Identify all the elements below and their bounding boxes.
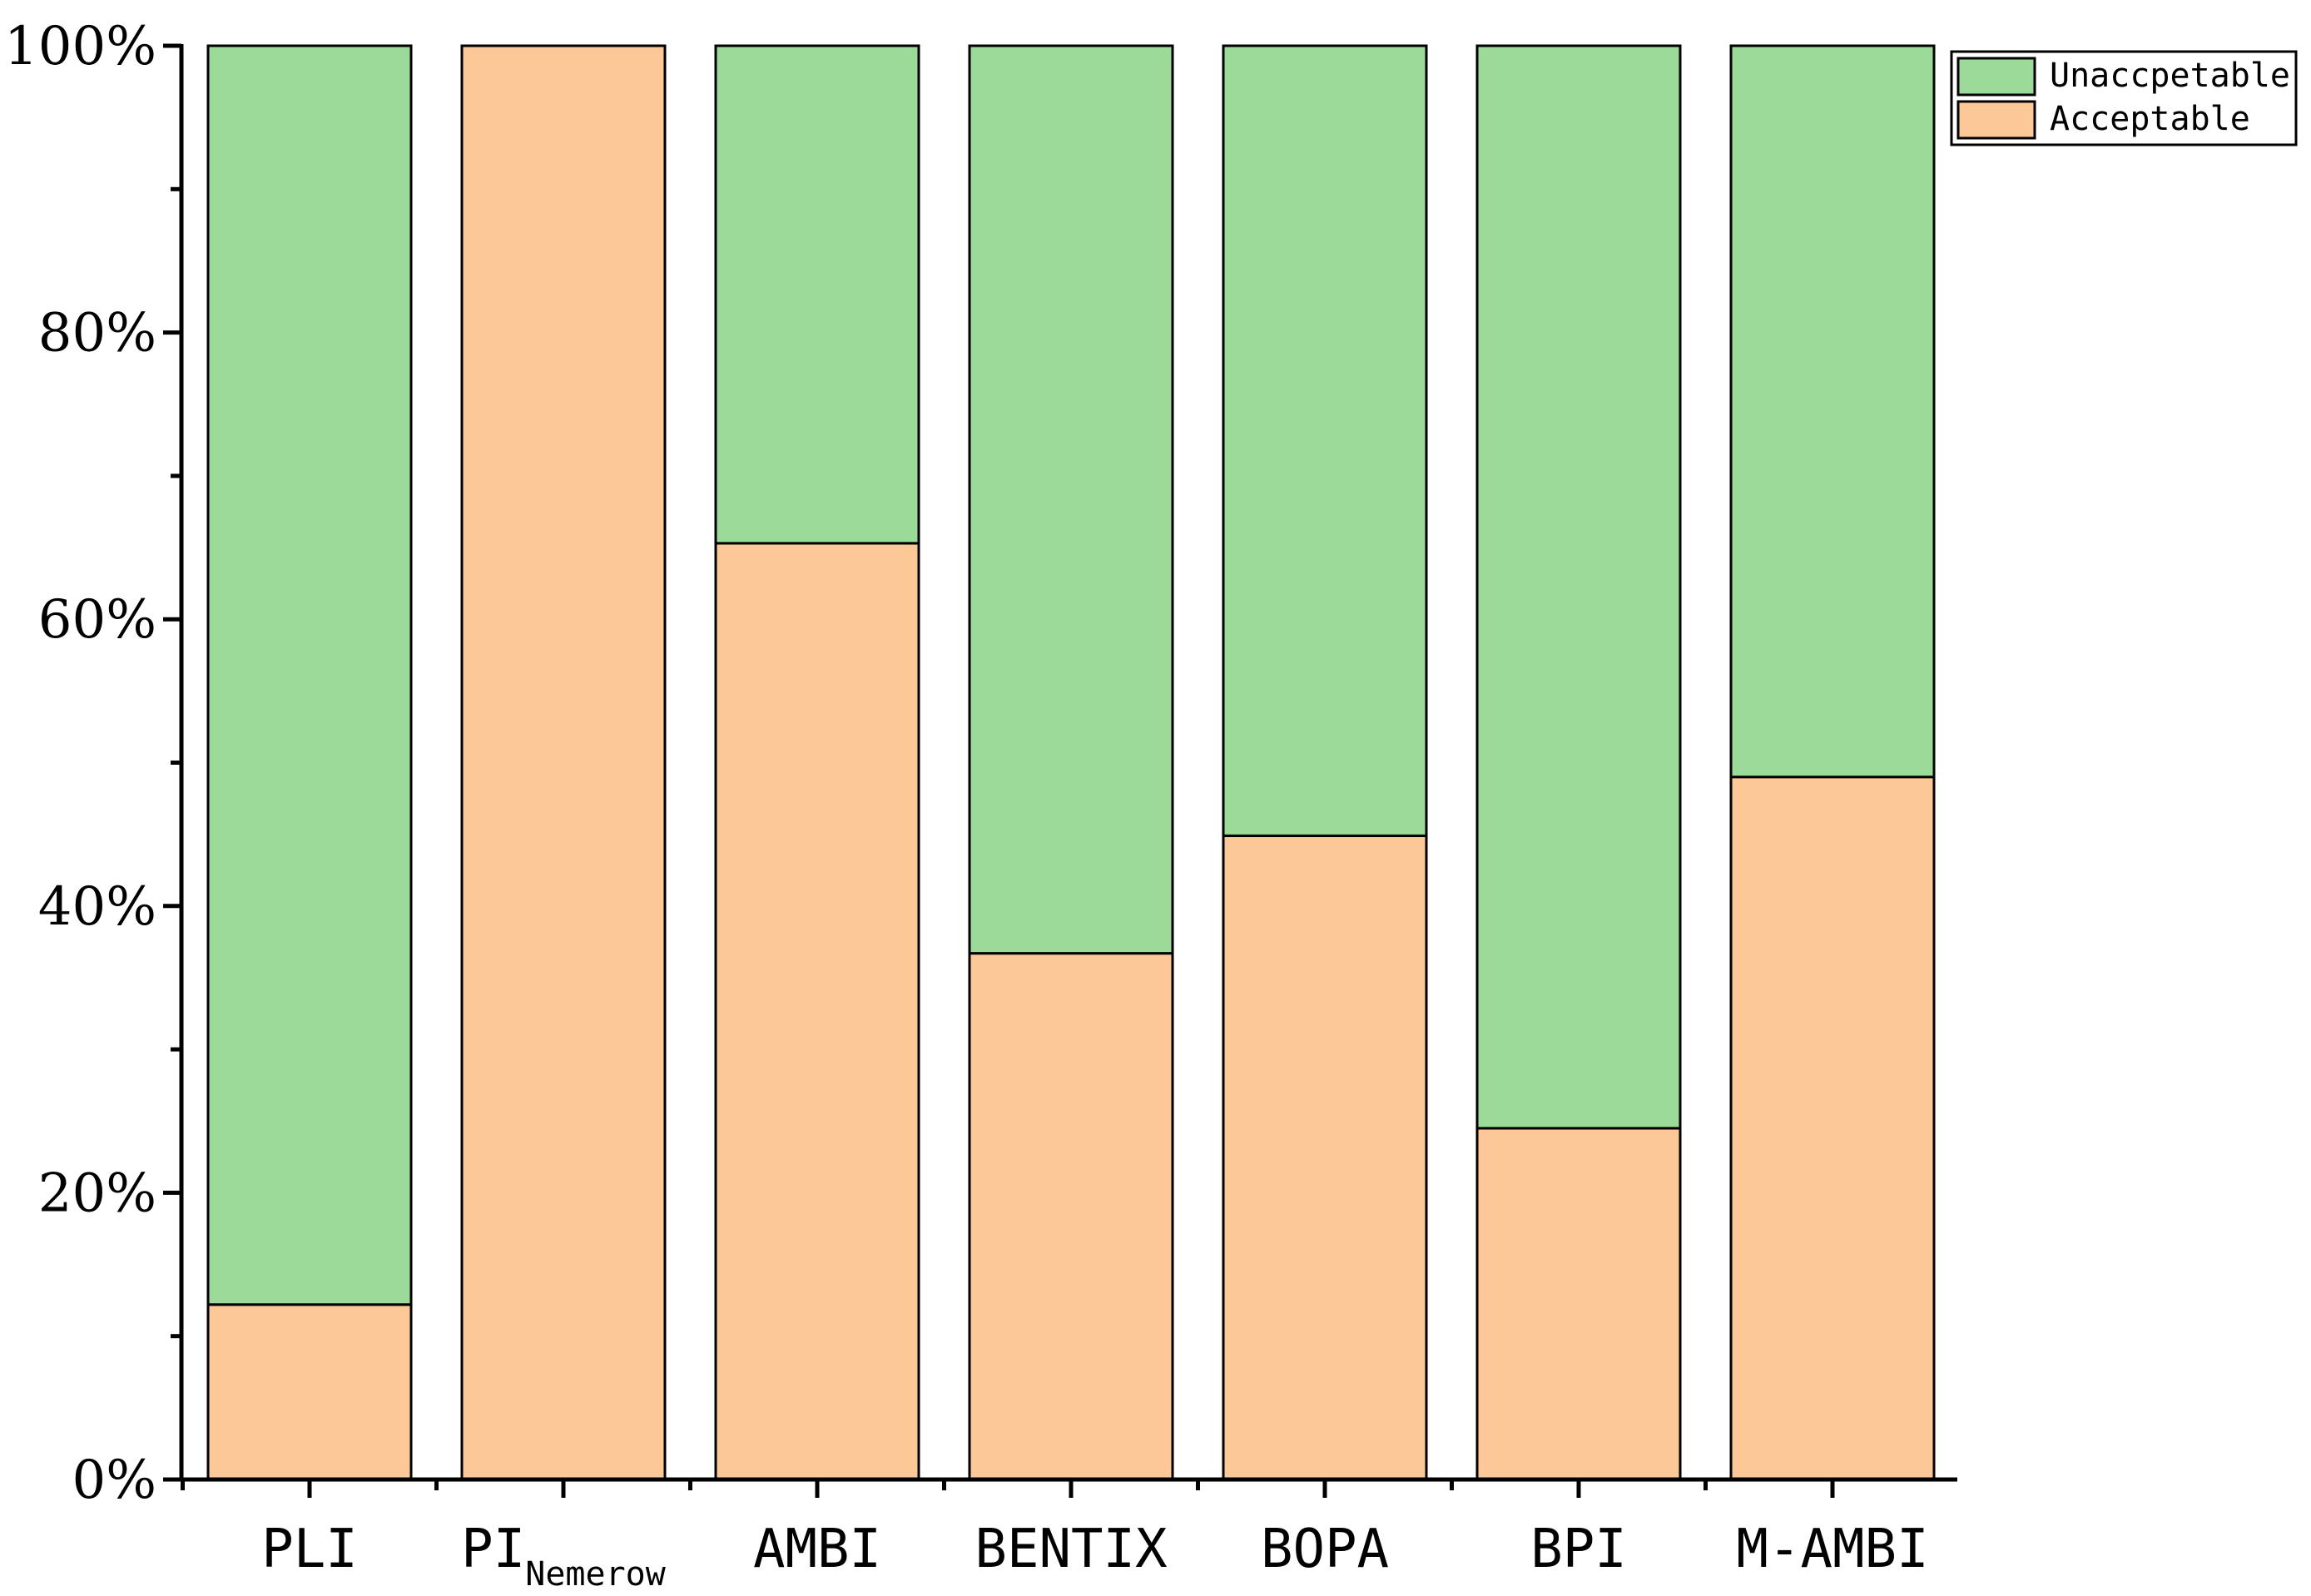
y-tick-label: 20%: [38, 1162, 156, 1224]
bar-bentix-acceptable: [968, 952, 1174, 1481]
x-tick-label-pi-nemerow: PINemerow: [461, 1519, 667, 1594]
legend-swatch-unaccpetable: [1956, 57, 2036, 97]
y-tick-label: 80%: [38, 303, 156, 364]
x-tick-label-bentix: BENTIX: [974, 1519, 1167, 1580]
x-tick-label-m-ambi: M-AMBI: [1736, 1519, 1928, 1580]
x-tick-label-bopa: BOPA: [1261, 1519, 1389, 1580]
bar-ambi-acceptable: [714, 542, 920, 1481]
y-tick-label: 60%: [38, 589, 156, 651]
bar-pli-unaccpetable: [206, 44, 413, 1306]
x-tick-label-pli: PLI: [261, 1519, 358, 1580]
x-tick-label-ambi: AMBI: [753, 1519, 881, 1580]
bar-bentix-unaccpetable: [968, 44, 1174, 955]
bar-bpi-unaccpetable: [1475, 44, 1682, 1130]
bar-ambi-unaccpetable: [714, 44, 920, 545]
legend-label-acceptable: Acceptable: [2050, 100, 2250, 138]
bar-pi-nemerow-acceptable: [460, 44, 667, 1481]
legend-swatch-acceptable: [1956, 100, 2036, 140]
legend-label-unaccpetable: Unaccpetable: [2050, 57, 2290, 95]
y-tick-label: 40%: [38, 876, 156, 938]
x-tick-label-bpi: BPI: [1530, 1519, 1627, 1580]
bar-m-ambi-unaccpetable: [1729, 44, 1936, 779]
legend: Unaccpetable Acceptable: [1950, 50, 2298, 146]
bars-layer: [206, 44, 1936, 1481]
bar-pli-acceptable: [206, 1303, 413, 1481]
bar-bopa-acceptable: [1222, 834, 1428, 1481]
y-tick-label: 100%: [4, 16, 156, 77]
y-ticks: 0% 20% 40% 60% 80% 100%: [4, 16, 181, 1511]
bar-m-ambi-acceptable: [1729, 776, 1936, 1481]
bar-bpi-acceptable: [1475, 1127, 1682, 1481]
y-tick-label: 0%: [72, 1450, 156, 1511]
bar-bopa-unaccpetable: [1222, 44, 1428, 837]
x-ticks: PLI PINemerow AMBI BENTIX BOPA BPI M-AMBI: [181, 1480, 1929, 1594]
